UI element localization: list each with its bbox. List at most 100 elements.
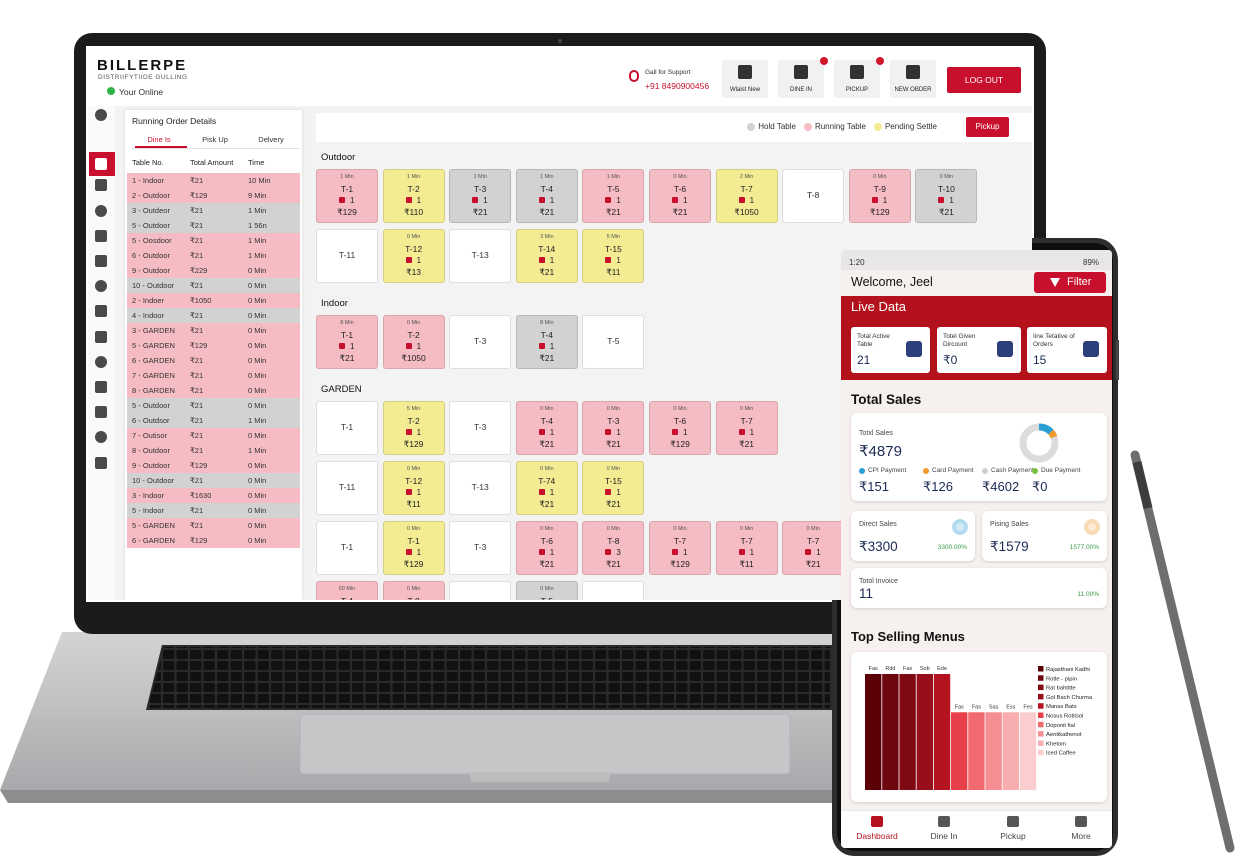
order-row[interactable]: 5 - Outdoor ₹21 1 56n xyxy=(127,218,300,233)
order-row[interactable]: 5 - Indoor ₹21 0 Min xyxy=(127,503,300,518)
table-card[interactable]: 0 Min T-8 3 ₹21 xyxy=(582,521,645,575)
table-card[interactable]: T-11 xyxy=(316,229,378,283)
order-row[interactable]: 7 - Outisor ₹21 0 Min xyxy=(127,428,300,443)
table-card[interactable]: 1 Min T-3 1 ₹21 xyxy=(449,169,512,223)
table-card[interactable]: 1 Min T-5 1 ₹21 xyxy=(582,169,645,223)
table-card[interactable]: 0 Min T-6 1 ₹21 xyxy=(515,521,578,575)
table-card[interactable]: 0 Min T-12 1 ₹11 xyxy=(382,461,445,515)
table-card[interactable]: 8 Min T-4 1 ₹21 xyxy=(515,315,578,369)
table-card[interactable]: T-13 xyxy=(449,229,512,283)
sidebar-icon[interactable] xyxy=(95,280,107,293)
order-row[interactable]: 1 - Indoor ₹21 10 Min xyxy=(127,173,300,188)
nav-icon[interactable] xyxy=(871,816,883,827)
sidebar-icon[interactable] xyxy=(95,305,107,318)
order-row[interactable]: 2 - Outdoor ₹129 9 Min xyxy=(127,188,300,203)
table-card[interactable]: 0 Min T-74 1 ₹21 xyxy=(515,461,578,515)
nav-label[interactable]: Dine In xyxy=(930,831,958,841)
order-row[interactable]: 6 - Outdsor ₹21 1 Min xyxy=(127,413,300,428)
nav-button[interactable]: DINE IN xyxy=(778,60,824,98)
table-card[interactable]: 0 Min T-6 1 ₹21 xyxy=(649,169,711,223)
table-card[interactable]: 0 Min T-4 1 ₹21 xyxy=(515,401,578,455)
table-card[interactable]: T-5 xyxy=(582,581,645,600)
order-row[interactable]: 7 - GARDEN ₹21 0 Min xyxy=(127,368,300,383)
table-card[interactable]: 0 Min T-6 1 ₹129 xyxy=(649,401,711,455)
nav-label[interactable]: Dashboard xyxy=(856,831,898,841)
sidebar-icon[interactable] xyxy=(95,381,107,393)
order-row[interactable]: 8 - GARDEN ₹21 0 Min xyxy=(127,383,300,398)
order-row[interactable]: 3 - Outdeor ₹21 1 Min xyxy=(127,203,300,218)
nav-icon[interactable] xyxy=(1007,816,1019,827)
table-card[interactable]: 0 Min T-1 1 ₹129 xyxy=(382,521,445,575)
table-card[interactable]: T-3 xyxy=(449,315,512,369)
sidebar-icon[interactable] xyxy=(95,355,107,368)
order-row[interactable]: 3 - GARDEN ₹21 0 Min xyxy=(127,323,300,338)
nav-icon[interactable] xyxy=(938,816,950,827)
sidebar-icon[interactable] xyxy=(95,109,107,121)
order-row[interactable]: 5 - Outdoor ₹21 0 Min xyxy=(127,398,300,413)
order-row[interactable]: 6 - Outdoor ₹21 1 Min xyxy=(127,248,300,263)
table-card[interactable]: 0 Min T-7 1 ₹21 xyxy=(782,521,845,575)
sidebar-icon[interactable] xyxy=(95,158,107,171)
tab[interactable]: Pisk Up xyxy=(202,135,228,144)
order-row[interactable]: 10 - Outdoor ₹21 0 Min xyxy=(127,278,300,293)
table-card[interactable]: T-11 xyxy=(316,461,378,515)
nav-button[interactable]: Wlaist New xyxy=(722,60,768,98)
table-card[interactable]: 0 Min T-2 1 ₹1050 xyxy=(382,315,445,369)
order-row[interactable]: 3 - Indoor ₹1630 0 Min xyxy=(127,488,300,503)
table-card[interactable]: 1 Min T-2 1 ₹110 xyxy=(382,169,445,223)
order-row[interactable]: 5 - Oosdoor ₹21 1 Min xyxy=(127,233,300,248)
nav-button[interactable]: NEW OBDER xyxy=(890,60,936,98)
table-card[interactable]: 5 Min T-15 1 ₹11 xyxy=(582,229,645,283)
tab[interactable]: Dine Is xyxy=(147,135,171,144)
table-card[interactable]: 0 Min T-7 1 ₹21 xyxy=(715,401,778,455)
table-card[interactable]: T-1 xyxy=(316,521,378,575)
table-card[interactable]: 1 Min T-4 1 ₹21 xyxy=(515,169,578,223)
table-card[interactable]: T-3 xyxy=(449,401,512,455)
sidebar-icon[interactable] xyxy=(95,456,107,469)
table-card[interactable]: 0 Min T-7 1 ₹11 xyxy=(715,521,778,575)
table-card[interactable]: 0 Min T-7 1 ₹129 xyxy=(649,521,711,575)
table-card[interactable]: 8 Min T-1 1 ₹21 xyxy=(316,315,378,369)
sidebar-icon[interactable] xyxy=(95,255,107,267)
nav-button[interactable]: PICKUP xyxy=(834,60,880,98)
sidebar-icon[interactable] xyxy=(95,330,107,343)
order-row[interactable]: 9 - Outdoor ₹229 0 Min xyxy=(127,263,300,278)
table-card[interactable]: T-8 xyxy=(782,169,845,223)
logout-button[interactable]: LOG OUT xyxy=(947,67,1021,93)
nav-label[interactable]: More xyxy=(1071,831,1091,841)
table-card[interactable]: 5 Min T-2 1 ₹129 xyxy=(382,401,445,455)
table-card[interactable]: 0 Min T-10 1 ₹21 xyxy=(915,169,978,223)
pickup-button[interactable]: Pickup xyxy=(966,117,1009,137)
order-row[interactable]: 5 - GARDEN ₹21 0 Min xyxy=(127,518,300,533)
nav-icon[interactable] xyxy=(1075,816,1087,827)
table-card[interactable]: 0 Min T-12 1 ₹13 xyxy=(382,229,445,283)
order-row[interactable]: 8 - Outdoor ₹21 1 Min xyxy=(127,443,300,458)
order-row[interactable]: 2 - Indoer ₹1050 0 Min xyxy=(127,293,300,308)
table-card[interactable]: 0 Min T-3 1 ₹21 xyxy=(582,401,645,455)
table-card[interactable]: 0 Min T-9 1 ₹129 xyxy=(848,169,911,223)
order-row[interactable]: 9 - Outdoor ₹129 0 Min xyxy=(127,458,300,473)
table-card[interactable]: 0 Min T-15 1 ₹21 xyxy=(582,461,645,515)
order-row[interactable]: 10 - Outdoor ₹21 0 Min xyxy=(127,473,300,488)
sidebar-icon[interactable] xyxy=(95,229,107,242)
order-row[interactable]: 6 - GARDEN ₹21 0 Min xyxy=(127,353,300,368)
table-card[interactable]: 1 Min T-1 1 ₹129 xyxy=(316,169,378,223)
sidebar-icon[interactable] xyxy=(95,179,107,192)
order-row[interactable]: 6 - GARDEN ₹129 0 Min xyxy=(127,533,300,548)
tab[interactable]: Delvery xyxy=(258,135,284,144)
sidebar-icon[interactable] xyxy=(95,431,107,444)
table-card[interactable]: T-3 xyxy=(449,521,512,575)
order-row[interactable]: 4 - Indoor ₹21 0 Min xyxy=(127,308,300,323)
sidebar-icon[interactable] xyxy=(95,406,107,419)
table-card[interactable]: 2 Min T-7 1 ₹1050 xyxy=(715,169,778,223)
filter-button[interactable]: Filter xyxy=(1034,272,1106,293)
table-card[interactable]: 3 Min T-14 1 ₹21 xyxy=(515,229,578,283)
table-card[interactable]: T-1 xyxy=(316,401,378,455)
nav-label[interactable]: Pickup xyxy=(1000,831,1026,841)
order-row[interactable]: 5 - GARDEN ₹129 0 Min xyxy=(127,338,300,353)
table-card[interactable]: T-3 xyxy=(449,581,512,600)
table-card[interactable]: T-13 xyxy=(449,461,512,515)
